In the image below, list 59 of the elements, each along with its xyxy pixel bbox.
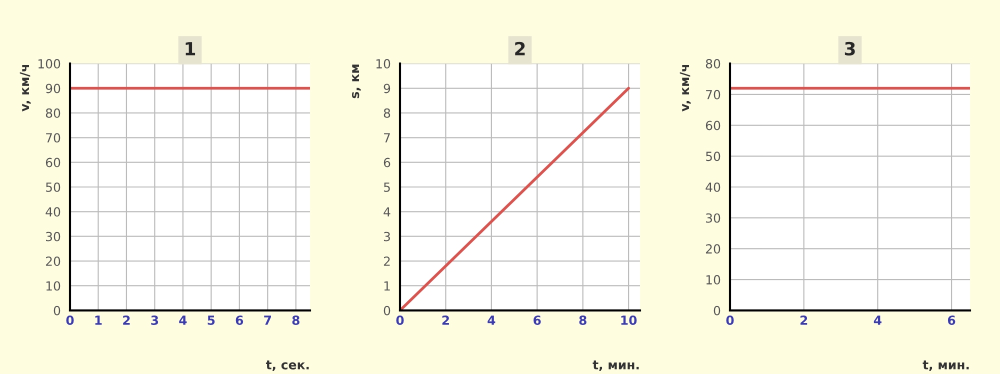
x-tick-label: 8 [292, 316, 300, 325]
x-tick-label: 4 [874, 316, 882, 325]
y-axis-title: v, км/ч [680, 64, 691, 112]
y-tick-label: 50 [706, 152, 720, 162]
chart-title: 3 [844, 42, 855, 56]
y-tick-label: 0 [54, 306, 60, 316]
chart-title: 2 [515, 42, 525, 56]
y-tick-label: 2 [384, 256, 390, 266]
y-tick-label: 20 [46, 256, 60, 266]
y-tick-label: 10 [376, 59, 390, 69]
y-tick-label: 8 [384, 108, 390, 118]
x-tick-label: 6 [534, 316, 541, 325]
x-axis-title: t, мин. [592, 360, 639, 372]
y-tick-label: 0 [384, 306, 390, 316]
x-tick-label: 1 [95, 316, 102, 325]
y-axis-title: v, км/ч [20, 64, 31, 112]
x-tick-label: 8 [579, 316, 586, 325]
y-tick-label: 70 [706, 90, 720, 100]
x-tick-label: 2 [800, 316, 808, 325]
y-tick-label: 20 [706, 244, 720, 254]
y-tick-label: 9 [384, 84, 390, 94]
x-tick-label: 0 [726, 316, 734, 325]
x-tick-label: 6 [948, 316, 956, 325]
y-tick-label: 80 [46, 108, 60, 118]
y-tick-label: 50 [46, 182, 60, 192]
x-tick-label: 2 [442, 316, 449, 325]
y-tick-label: 10 [706, 275, 720, 284]
y-tick-label: 4 [384, 207, 390, 216]
y-tick-label: 40 [706, 182, 720, 192]
y-tick-label: 60 [46, 158, 60, 168]
y-tick-label: 60 [706, 120, 720, 130]
x-tick-label: 3 [151, 316, 158, 325]
x-tick-label: 6 [236, 316, 244, 325]
x-tick-label: 5 [208, 316, 215, 325]
y-tick-label: 10 [46, 281, 60, 291]
x-tick-label: 10 [621, 316, 637, 325]
x-axis-title: t, мин. [922, 360, 969, 372]
y-tick-label: 100 [38, 59, 60, 69]
y-axis-title: s, км [352, 64, 361, 98]
x-tick-label: 2 [123, 316, 130, 325]
y-tick-label: 30 [706, 213, 720, 223]
y-tick-label: 0 [714, 306, 720, 316]
y-tick-label: 30 [46, 232, 60, 242]
y-tick-label: 5 [384, 182, 390, 192]
y-tick-label: 40 [46, 207, 60, 217]
x-tick-label: 0 [66, 316, 74, 325]
x-tick-label: 7 [264, 316, 271, 325]
y-tick-label: 7 [384, 133, 390, 142]
y-tick-label: 1 [384, 281, 390, 290]
y-tick-label: 90 [46, 84, 60, 94]
x-tick-label: 4 [179, 316, 187, 325]
chart-title: 1 [186, 42, 196, 56]
x-tick-label: 4 [488, 316, 496, 325]
x-tick-label: 0 [396, 316, 404, 325]
x-axis-title: t, сек. [266, 360, 309, 372]
y-tick-label: 6 [384, 158, 390, 168]
y-tick-label: 3 [384, 232, 390, 242]
y-tick-label: 80 [706, 59, 720, 69]
y-tick-label: 70 [46, 133, 60, 143]
